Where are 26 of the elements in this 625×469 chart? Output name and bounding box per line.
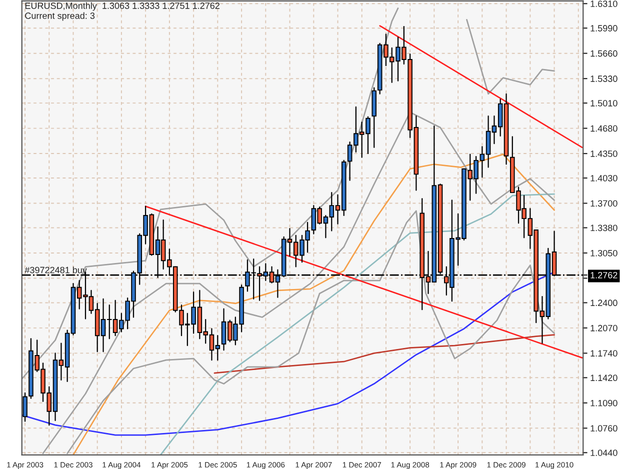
y-tick-label: 1.1740 bbox=[590, 350, 618, 357]
y-tick-label: 1.4350 bbox=[590, 150, 618, 157]
y-tick-label: 1.1090 bbox=[590, 400, 618, 406]
y-tick-label: 1.2070 bbox=[590, 324, 618, 332]
ref-line-label: #39722481 buy bbox=[24, 266, 87, 276]
y-tick-label: 1.2762 bbox=[590, 272, 618, 278]
y-tick-label: 1.5990 bbox=[590, 25, 618, 32]
y-tick-label: 1.3700 bbox=[590, 200, 618, 207]
line-series bbox=[214, 334, 555, 374]
y-tick-label: 1.4030 bbox=[590, 174, 618, 182]
y-tick-label: 1.6310 bbox=[590, 0, 618, 7]
y-tick-label: 1.0440 bbox=[590, 450, 618, 456]
chart-title: EURUSD,Monthly 1.3063 1.3333 1.2751 1.2762 bbox=[25, 2, 220, 11]
y-tick-label: 1.0760 bbox=[590, 425, 618, 432]
y-tick-label: 1.3050 bbox=[590, 250, 618, 256]
line-series bbox=[160, 193, 555, 455]
text: Current spread: 3 bbox=[25, 12, 95, 21]
y-tick-label: 1.3380 bbox=[590, 224, 618, 232]
candlestick bbox=[22, 392, 28, 422]
y-tick-label: 1.5660 bbox=[590, 50, 618, 57]
y-tick-label: 1.1420 bbox=[590, 374, 618, 382]
y-tick-label: 1.4680 bbox=[590, 125, 618, 132]
y-tick-label: 1.5010 bbox=[590, 100, 618, 106]
y-tick-label: 1.2400 bbox=[590, 300, 618, 306]
line-series bbox=[72, 154, 555, 455]
y-tick-label: 1.5330 bbox=[590, 76, 618, 82]
